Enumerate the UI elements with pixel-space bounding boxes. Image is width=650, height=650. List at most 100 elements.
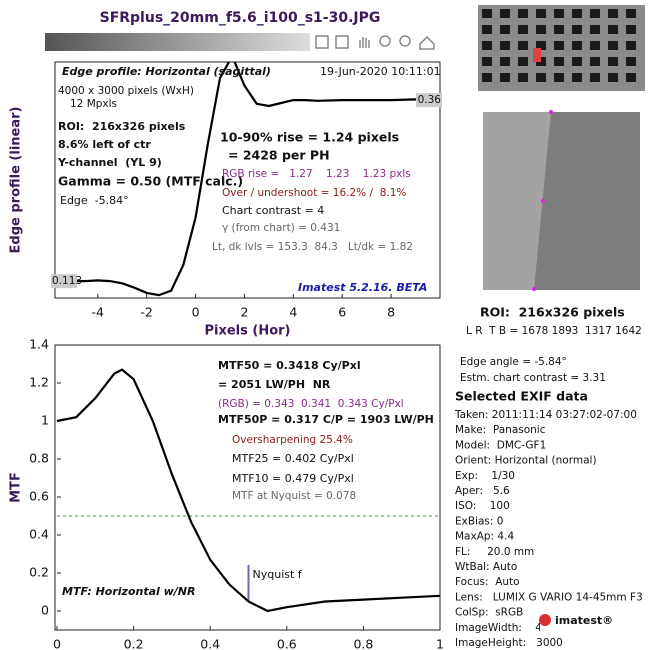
level-label: 0.113: [52, 275, 82, 287]
level-marker: [416, 93, 442, 108]
annotation: MTF10 = 0.479 Cy/Pxl: [232, 472, 354, 485]
exif-line: Make: Panasonic: [455, 424, 546, 436]
annotation: Over / undershoot = 16.2% / 8.1%: [222, 187, 406, 199]
exif-line: Exp: 1/30: [455, 470, 515, 482]
roi-info: ROI: 216x326 pixels: [480, 305, 625, 320]
thumb-square: [482, 9, 492, 18]
toolbar-icons[interactable]: [315, 35, 435, 50]
thumb-square: [626, 41, 636, 50]
y-tick-label: 0: [41, 603, 49, 618]
roi-info: Edge angle = -5.84°: [460, 356, 567, 368]
thumb-square: [608, 9, 618, 18]
thumb-square: [518, 9, 528, 18]
thumb-square: [518, 57, 528, 66]
annotation: RGB rise = 1.27 1.23 1.23 pxls: [222, 168, 411, 180]
thumb-square: [500, 41, 510, 50]
thumb-square: [500, 57, 510, 66]
y-tick-label: 0.6: [29, 489, 49, 504]
level-label: 0.36: [418, 94, 442, 106]
x-axis-label: Pixels (Hor): [204, 324, 290, 339]
thumb-square: [608, 41, 618, 50]
thumb-square: [590, 73, 600, 82]
y-axis-label: MTF: [9, 472, 24, 503]
thumb-square: [518, 25, 528, 34]
chart-title: MTF: Horizontal w/NR: [62, 585, 195, 598]
thumb-square: [518, 73, 528, 82]
x-tick-label: 0.6: [277, 637, 297, 650]
thumb-square: [554, 57, 564, 66]
exif-line: ISO: 100: [455, 500, 510, 512]
annotation: = 2051 LW/PH NR: [218, 378, 331, 391]
exif-line: Orient: Horizontal (normal): [455, 455, 597, 467]
data-line: [61, 62, 428, 297]
plot-area: [54, 61, 441, 299]
annotation: Gamma = 0.50 (MTF calc.): [58, 174, 243, 189]
y-tick-label: 0.8: [29, 451, 49, 466]
thumb-square: [518, 41, 528, 50]
thumb-square: [608, 73, 618, 82]
thumb-square: [608, 25, 618, 34]
x-tick-label: 4: [289, 305, 297, 320]
thumb-square: [626, 9, 636, 18]
thumb-square: [536, 9, 546, 18]
thumb-square: [590, 41, 600, 50]
thumb-square: [500, 73, 510, 82]
thumb-square: [482, 57, 492, 66]
exif-line: Aper: 5.6: [455, 485, 510, 497]
thumb-square: [572, 41, 582, 50]
x-tick-label: 0.2: [124, 637, 144, 650]
annotation: Y-channel (YL 9): [57, 156, 162, 169]
chart-title: Edge profile: Horizontal (sagittal): [62, 65, 271, 78]
x-tick-label: 2: [240, 305, 248, 320]
thumb-square: [590, 25, 600, 34]
annotation: MTF50P = 0.317 C/P = 1903 LW/PH: [218, 413, 434, 426]
exif-line: ColSp: sRGB: [455, 607, 523, 619]
annotation: Oversharpening 25.4%: [232, 434, 353, 446]
thumb-square: [554, 25, 564, 34]
annotation: Imatest 5.2.16. BETA: [298, 281, 427, 294]
roi-info: Estm. chart contrast = 3.31: [460, 372, 606, 384]
annotation: 4000 x 3000 pixels (WxH): [58, 85, 194, 97]
logo-bg: [540, 610, 645, 632]
thumb-square: [554, 41, 564, 50]
y-tick-label: 1.2: [29, 375, 49, 390]
exif-line: ImageWidth: 4000: [455, 622, 562, 634]
annotation: 12 Mpxls: [70, 98, 117, 110]
thumb-square: [536, 73, 546, 82]
roi-image: [483, 110, 640, 291]
exif-line: ImageHeight: 3000: [455, 637, 563, 649]
thumb-square: [626, 73, 636, 82]
nyquist-label: Nyquist f: [253, 568, 303, 581]
annotation: Chart contrast = 4: [222, 204, 324, 217]
data-line: [56, 368, 440, 613]
x-tick-label: 1: [436, 637, 444, 650]
thumb-square: [536, 41, 546, 50]
thumb-square: [482, 41, 492, 50]
level-marker: [51, 274, 77, 289]
x-tick-label: 6: [338, 305, 346, 320]
annotation: MTF25 = 0.402 Cy/Pxl: [232, 452, 354, 465]
annotation: γ (from chart) = 0.431: [222, 222, 340, 234]
annotation: 8.6% left of ctr: [58, 138, 151, 151]
thumb-square: [626, 25, 636, 34]
thumb-square: [572, 9, 582, 18]
thumb-square: [500, 25, 510, 34]
thumb-square: [590, 9, 600, 18]
thumb-square: [500, 9, 510, 18]
thumb-square: [554, 73, 564, 82]
thumb-square: [572, 57, 582, 66]
exif-line: Focus: Auto: [455, 576, 520, 588]
exif-line: Lens: LUMIX G VARIO 14-45mm F3: [455, 591, 643, 603]
thumb-square: [608, 57, 618, 66]
exif-line: Taken: 2011:11:14 03:27:02-07:00: [454, 409, 637, 421]
thumb-square: [626, 57, 636, 66]
figure-title: SFRplus_20mm_f5.6_i100_s1-30.JPG: [100, 10, 381, 26]
annotation: Edge -5.84°: [60, 194, 129, 207]
logo-dot: [539, 614, 551, 626]
y-tick-label: 0.2: [29, 565, 49, 580]
exif-line: ExBias: 0: [455, 515, 503, 527]
exif-line: MaxAp: 4.4: [455, 531, 514, 543]
y-axis-label: Edge profile (linear): [9, 107, 24, 254]
exif-line: WtBal: Auto: [455, 561, 517, 573]
